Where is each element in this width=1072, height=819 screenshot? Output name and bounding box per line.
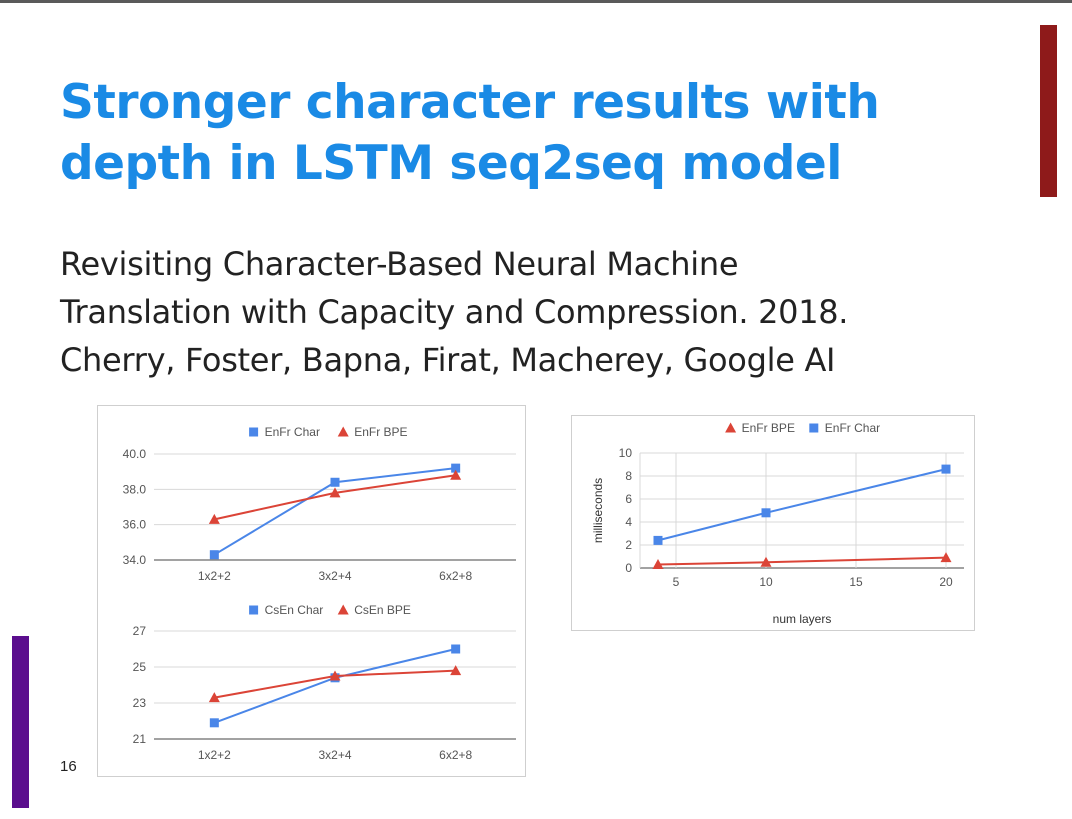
csen-ytick-0: 21: [133, 732, 147, 746]
title-line-2: depth in LSTM seq2seq model: [60, 136, 842, 191]
citation-line-2: Translation with Capacity and Compressio…: [60, 293, 849, 331]
csen-series-0-point-2: [451, 644, 461, 654]
latency-series-line-1: [657, 468, 947, 542]
csen-legend-label-1: CsEn BPE: [354, 603, 411, 617]
latency-legend-marker-1: [809, 423, 819, 433]
citation-line-1: Revisiting Character-Based Neural Machin…: [60, 245, 739, 283]
csen-series-0-point-0: [209, 718, 219, 728]
latency-xtick-1: 10: [759, 575, 773, 589]
chart-csen-bleu: 21 23 25 27 1x2+2 3x2+4 6x2+8 CsEn Char CsEn BPE: [97, 593, 526, 777]
csen-series-1-point-2: [450, 665, 462, 676]
enfr-xtick-0: 1x2+2: [198, 569, 231, 583]
enfr-series-1-point-1: [329, 487, 341, 498]
chart-enfr-bleu: 34.0 36.0 38.0 40.0 1x2+2 3x2+4 6x2+8 EnFr Char…: [97, 405, 526, 595]
chart-latency: 0 2 4 6 8 10 5 10 15 20 num layers milliseconds EnFr…: [571, 415, 975, 631]
latency-legend-marker-0: [725, 422, 737, 433]
accent-bar-right: [1040, 25, 1057, 197]
citation: Revisiting Character-Based Neural Machin…: [60, 240, 1020, 384]
csen-series-line-0: [213, 648, 456, 724]
enfr-series-0-point-2: [451, 463, 461, 473]
latency-ytick-5: 10: [619, 446, 633, 460]
page-number: 16: [60, 758, 77, 775]
accent-bar-left: [12, 636, 29, 808]
citation-line-3: Cherry, Foster, Bapna, Firat, Macherey, …: [60, 341, 836, 379]
csen-ytick-3: 27: [133, 624, 147, 638]
enfr-series-1-point-2: [450, 469, 462, 480]
slide-title: Stronger character results with depth in…: [60, 72, 1020, 194]
enfr-series-0-point-1: [330, 477, 340, 487]
chart-csen-bleu-svg: 21 23 25 27 1x2+2 3x2+4 6x2+8 CsEn Char CsEn BPE: [133, 603, 516, 762]
latency-series-1-point-2: [941, 464, 951, 474]
csen-xtick-1: 3x2+4: [318, 748, 351, 762]
enfr-legend-marker-0: [249, 427, 259, 437]
enfr-xtick-2: 6x2+8: [439, 569, 472, 583]
title-line-1: Stronger character results with: [60, 75, 880, 130]
csen-legend-marker-1: [337, 604, 349, 615]
enfr-series-1-point-0: [208, 513, 220, 524]
enfr-series-0-point-0: [209, 550, 219, 560]
chart-latency-svg: 0 2 4 6 8 10 5 10 15 20 num layers milliseconds EnFr…: [591, 421, 964, 626]
chart-enfr-bleu-svg: 34.0 36.0 38.0 40.0 1x2+2 3x2+4 6x2+8 EnFr Char…: [123, 425, 516, 583]
latency-ytick-3: 6: [625, 492, 632, 506]
csen-ytick-1: 23: [133, 696, 147, 710]
latency-series-0-point-0: [652, 559, 664, 570]
latency-xtick-3: 20: [939, 575, 953, 589]
csen-xtick-2: 6x2+8: [439, 748, 472, 762]
latency-ytick-2: 4: [625, 515, 632, 529]
latency-xtick-2: 15: [849, 575, 863, 589]
csen-series-1-point-0: [208, 692, 220, 703]
enfr-ytick-0: 34.0: [123, 553, 147, 567]
latency-series-1-point-1: [761, 508, 771, 518]
latency-legend-label-0: EnFr BPE: [742, 421, 795, 435]
enfr-legend-label-1: EnFr BPE: [354, 425, 407, 439]
enfr-legend-marker-1: [337, 426, 349, 437]
latency-series-1-point-0: [653, 535, 663, 545]
latency-series-line-0: [657, 556, 947, 566]
enfr-ytick-2: 38.0: [123, 482, 147, 496]
latency-xtick-0: 5: [673, 575, 680, 589]
latency-ytick-4: 8: [625, 469, 632, 483]
enfr-xtick-1: 3x2+4: [318, 569, 351, 583]
latency-legend-label-1: EnFr Char: [825, 421, 880, 435]
latency-series-0-point-1: [760, 556, 772, 567]
enfr-legend-label-0: EnFr Char: [265, 425, 320, 439]
csen-legend-marker-0: [249, 605, 259, 615]
csen-ytick-2: 25: [133, 660, 147, 674]
latency-ylabel: milliseconds: [591, 478, 605, 543]
csen-series-1-point-1: [329, 670, 341, 681]
csen-xtick-0: 1x2+2: [198, 748, 231, 762]
enfr-ytick-1: 36.0: [123, 518, 147, 532]
latency-series-0-point-2: [940, 552, 952, 563]
enfr-ytick-3: 40.0: [123, 447, 147, 461]
latency-ytick-1: 2: [625, 538, 632, 552]
latency-xlabel: num layers: [773, 612, 832, 626]
top-border: [0, 0, 1072, 3]
csen-legend-label-0: CsEn Char: [265, 603, 324, 617]
latency-ytick-0: 0: [625, 561, 632, 575]
